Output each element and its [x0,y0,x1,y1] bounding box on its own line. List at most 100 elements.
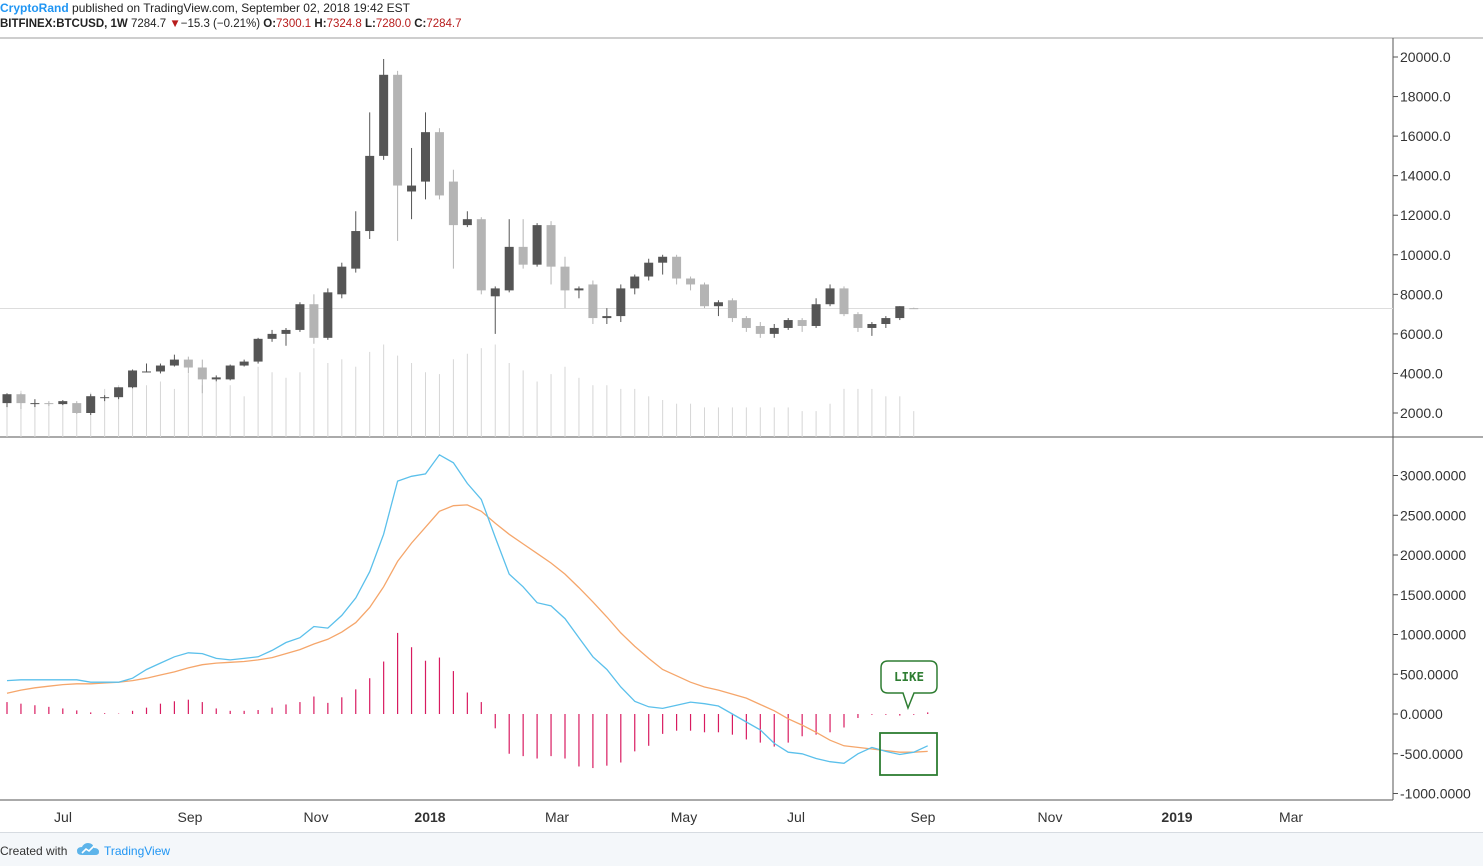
candle [462,211,472,228]
candle [853,312,863,332]
author-link[interactable]: CryptoRand [0,1,69,15]
tradingview-cloud-icon[interactable] [76,842,100,856]
candle-body [407,185,417,192]
candle [560,256,570,309]
macd-histogram [6,632,929,769]
candle-body [100,397,110,399]
candle [183,356,193,374]
candle [211,375,221,382]
candle [839,286,849,317]
chart-canvas[interactable]: 20000.0 18000.0 16000.0 14000.0 12000.0 10000… [0,0,1483,832]
chart-frame [0,37,1483,801]
candle-body [867,324,877,328]
candle-body [546,225,556,267]
candle-body [630,276,640,289]
candle-body [853,314,863,328]
open-label: O: [263,18,277,30]
macd-line [6,453,928,764]
candle [755,322,765,338]
candle [727,298,737,323]
candle [100,395,110,402]
price-axis-tick-label: 2000.0 [1400,405,1443,421]
candle-body [448,181,458,226]
price-axis-tick-label: 10000.0 [1400,247,1451,263]
candle-body [142,371,151,373]
candle [588,280,598,324]
symbol-label: BITFINEX:BTCUSD, 1W [0,18,128,30]
candle [295,302,305,332]
candle [114,387,124,400]
price-axis-tick-label: 12000.0 [1400,207,1451,223]
price-axis-tick-label: 18000.0 [1400,89,1451,105]
macd-axis[interactable]: 3000.0000 2500.0000 2000.0000 1500.0000 1000… [1393,468,1471,802]
candle-body [58,401,68,405]
candle [309,294,319,344]
candle [365,112,375,239]
candle [239,359,249,367]
time-axis-label: Mar [545,809,569,825]
volume-bars [6,344,915,437]
candle-body [504,246,514,291]
candle-body [602,316,612,319]
candle-body [281,329,291,334]
price-change: −15.3 (−0.21%) [180,18,261,30]
candle [30,399,40,408]
price-axis[interactable]: 20000.0 18000.0 16000.0 14000.0 12000.0 10000… [1393,49,1451,421]
candle-body [379,74,389,156]
symbol-line: BITFINEX:BTCUSD, 1W 7284.7 ▼−15.3 (−0.21… [0,18,462,30]
macd-axis-tick-label: 500.0000 [1400,666,1459,682]
footer-bar: Created with TradingView [0,832,1483,866]
time-axis-label: Nov [1038,809,1063,825]
time-axis-label: May [671,809,697,825]
price-axis-tick-label: 6000.0 [1400,326,1443,342]
candle-body [253,338,263,362]
candle [267,329,277,342]
time-axis[interactable]: Jul Sep Nov 2018 Mar May Jul Sep Nov 2019 Mar [54,809,1303,825]
candle-body [672,256,682,279]
candle-body [811,304,821,326]
candle [518,219,528,269]
candle-body [197,367,207,380]
candle [700,282,709,309]
candle-body [560,266,570,291]
candle [769,324,779,338]
candle-body [72,403,82,413]
candle [58,400,68,406]
chart-header: CryptoRand published on TradingView.com,… [0,0,1483,38]
candle [253,337,263,364]
candle [644,258,654,281]
candle [574,286,584,299]
candle-body [755,325,765,334]
low-value: 7280.0 [375,18,411,30]
candle-body [462,219,472,226]
candle [630,274,640,295]
macd-axis-tick-label: 1500.0000 [1400,587,1466,603]
time-axis-label: Nov [304,809,329,825]
price-axis-tick-label: 8000.0 [1400,286,1443,302]
tradingview-link[interactable]: TradingView [104,844,171,858]
candle [44,401,54,407]
candle-body [769,327,779,334]
candle-body [351,231,361,269]
high-value: 7324.8 [326,18,362,30]
macd-axis-tick-label: 1000.0000 [1400,627,1466,643]
candle [2,393,12,408]
candle-body [476,219,486,291]
candle-body [783,320,793,328]
candle-body [727,300,737,319]
candle [825,284,835,307]
candle [504,219,514,293]
candle-body [114,387,124,398]
candle-body [30,403,40,405]
candle [393,70,403,241]
candle [337,262,347,299]
candle-body [86,396,96,413]
like-annotation: LIKE [879,660,938,776]
candle [867,322,877,336]
candle-body [644,262,654,277]
signal-line [6,504,928,753]
candle-body [421,132,430,182]
candle-body [309,304,319,338]
time-axis-label: Jul [54,809,72,825]
candle [155,363,165,374]
